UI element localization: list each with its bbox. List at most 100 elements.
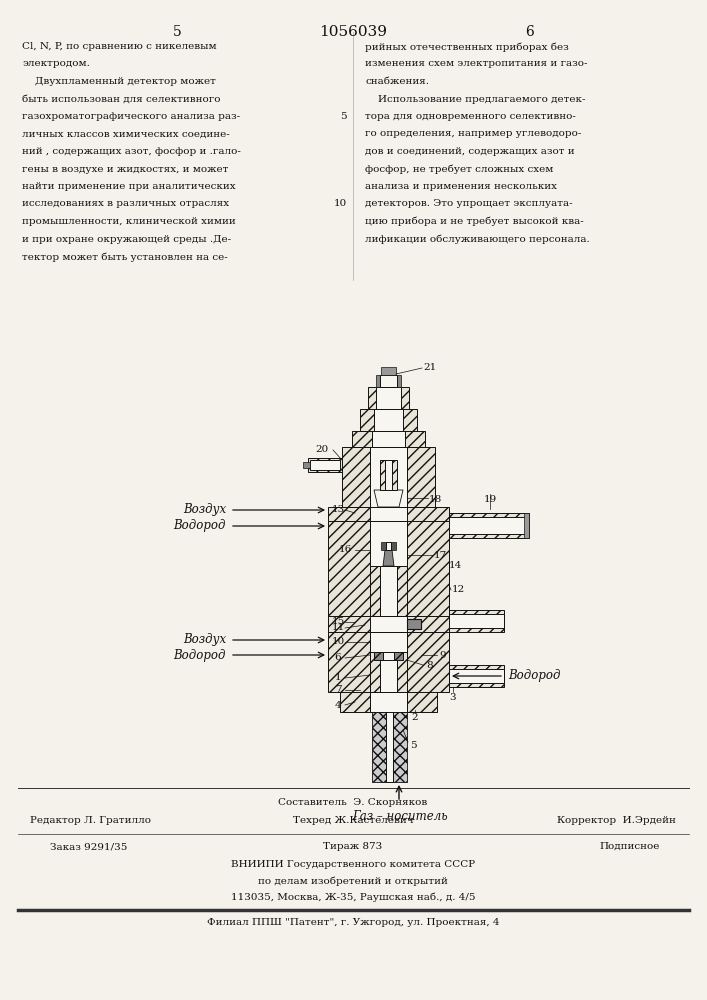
Text: 14: 14 — [448, 560, 462, 570]
Bar — [372, 710, 386, 782]
Text: 17: 17 — [433, 550, 447, 560]
Text: Газ – носитель: Газ – носитель — [352, 810, 448, 823]
Text: лификации обслуживающего персонала.: лификации обслуживающего персонала. — [365, 234, 590, 244]
Text: 11: 11 — [332, 624, 344, 633]
Text: 10: 10 — [334, 200, 347, 209]
Text: 12: 12 — [451, 585, 464, 594]
Bar — [340, 690, 370, 712]
Text: по делам изобретений и открытий: по делам изобретений и открытий — [258, 876, 448, 886]
Text: газохроматографического анализа раз-: газохроматографического анализа раз- — [22, 112, 240, 121]
Bar — [368, 387, 409, 409]
Text: найти применение при аналитических: найти применение при аналитических — [22, 182, 235, 191]
Text: 16: 16 — [339, 546, 351, 554]
Text: 4: 4 — [334, 700, 341, 710]
Text: дов и соединений, содержащих азот и: дов и соединений, содержащих азот и — [365, 147, 575, 156]
Bar — [397, 566, 407, 616]
Text: 1: 1 — [334, 674, 341, 682]
Bar — [449, 513, 529, 538]
Text: гены в воздухе и жидкостях, и может: гены в воздухе и жидкостях, и может — [22, 164, 228, 174]
Text: Водород: Водород — [173, 648, 226, 662]
Bar — [383, 652, 394, 660]
Text: 113035, Москва, Ж-35, Раушская наб., д. 4/5: 113035, Москва, Ж-35, Раушская наб., д. … — [230, 892, 475, 902]
Polygon shape — [374, 490, 403, 507]
Text: личных классов химических соедине-: личных классов химических соедине- — [22, 129, 230, 138]
Text: Подписное: Подписное — [600, 842, 660, 851]
Bar — [303, 462, 310, 468]
Bar — [449, 614, 504, 628]
Bar — [372, 431, 405, 447]
Bar — [308, 458, 342, 472]
Bar — [380, 460, 385, 490]
Bar — [407, 619, 421, 629]
Bar — [393, 710, 407, 782]
Text: Филиал ППШ "Патент", г. Ужгород, ул. Проектная, 4: Филиал ППШ "Патент", г. Ужгород, ул. Про… — [206, 918, 499, 927]
Bar — [328, 521, 370, 616]
Text: 19: 19 — [484, 495, 496, 504]
Text: 20: 20 — [315, 446, 329, 454]
Text: Тираж 873: Тираж 873 — [323, 842, 382, 851]
Bar — [370, 566, 380, 616]
Bar — [524, 513, 529, 538]
Text: Техред Ж.Кастелевич: Техред Ж.Кастелевич — [293, 816, 414, 825]
Text: рийных отечественных приборах без: рийных отечественных приборах без — [365, 42, 568, 51]
Text: 5: 5 — [340, 112, 347, 121]
Text: изменения схем электропитания и газо-: изменения схем электропитания и газо- — [365, 60, 588, 68]
Bar — [370, 507, 407, 521]
Bar — [449, 669, 504, 683]
Bar — [449, 610, 504, 632]
Bar — [394, 652, 403, 660]
Text: и при охране окружающей среды .Де-: и при охране окружающей среды .Де- — [22, 234, 231, 243]
Bar — [380, 566, 397, 616]
Text: цию прибора и не требует высокой ква-: цию прибора и не требует высокой ква- — [365, 217, 584, 227]
Text: фосфор, не требует сложных схем: фосфор, не требует сложных схем — [365, 164, 554, 174]
Text: 5: 5 — [173, 25, 182, 39]
Text: 1056039: 1056039 — [319, 25, 387, 39]
Bar — [407, 632, 449, 692]
Text: быть использован для селективного: быть использован для селективного — [22, 95, 221, 104]
Text: тектор может быть установлен на се-: тектор может быть установлен на се- — [22, 252, 228, 261]
Bar — [360, 409, 417, 431]
Text: 7: 7 — [334, 686, 341, 694]
Bar — [381, 367, 396, 375]
Bar — [342, 447, 370, 507]
Text: 15: 15 — [332, 617, 344, 626]
Text: 5: 5 — [409, 740, 416, 750]
Text: 10: 10 — [332, 638, 344, 647]
Text: Воздух: Воздух — [183, 634, 226, 647]
Text: Редактор Л. Гратилло: Редактор Л. Гратилло — [30, 816, 151, 825]
Text: 9: 9 — [440, 650, 446, 660]
Bar — [380, 652, 397, 692]
Bar — [328, 616, 449, 632]
Bar — [328, 507, 449, 521]
Bar — [449, 665, 504, 687]
Bar — [374, 652, 383, 660]
Bar — [376, 375, 401, 387]
Text: 6: 6 — [334, 654, 341, 662]
Bar — [392, 460, 397, 490]
Text: 2: 2 — [411, 714, 419, 722]
Bar — [407, 521, 449, 616]
Text: ний , содержащих азот, фосфор и .гало-: ний , содержащих азот, фосфор и .гало- — [22, 147, 241, 156]
Text: ВНИИПИ Государственного комитета СССР: ВНИИПИ Государственного комитета СССР — [231, 860, 475, 869]
Text: Использование предлагаемого детек-: Использование предлагаемого детек- — [365, 95, 585, 104]
Bar — [407, 447, 435, 507]
Bar — [397, 652, 407, 692]
Text: исследованиях в различных отраслях: исследованиях в различных отраслях — [22, 200, 229, 209]
Bar — [386, 710, 393, 782]
Bar — [370, 690, 407, 712]
Polygon shape — [383, 550, 394, 566]
Bar — [391, 542, 396, 550]
Text: детекторов. Это упрощает эксплуата-: детекторов. Это упрощает эксплуата- — [365, 200, 573, 209]
Text: анализа и применения нескольких: анализа и применения нескольких — [365, 182, 557, 191]
Bar — [407, 690, 437, 712]
Text: Заказ 9291/35: Заказ 9291/35 — [50, 842, 127, 851]
Bar — [352, 431, 425, 447]
Text: 6: 6 — [525, 25, 534, 39]
Text: 8: 8 — [427, 660, 433, 670]
Text: 3: 3 — [450, 694, 456, 702]
Bar — [370, 447, 407, 507]
Bar — [370, 521, 407, 616]
Bar — [370, 652, 380, 692]
Bar — [310, 460, 340, 470]
Text: го определения, например углеводоро-: го определения, например углеводоро- — [365, 129, 581, 138]
